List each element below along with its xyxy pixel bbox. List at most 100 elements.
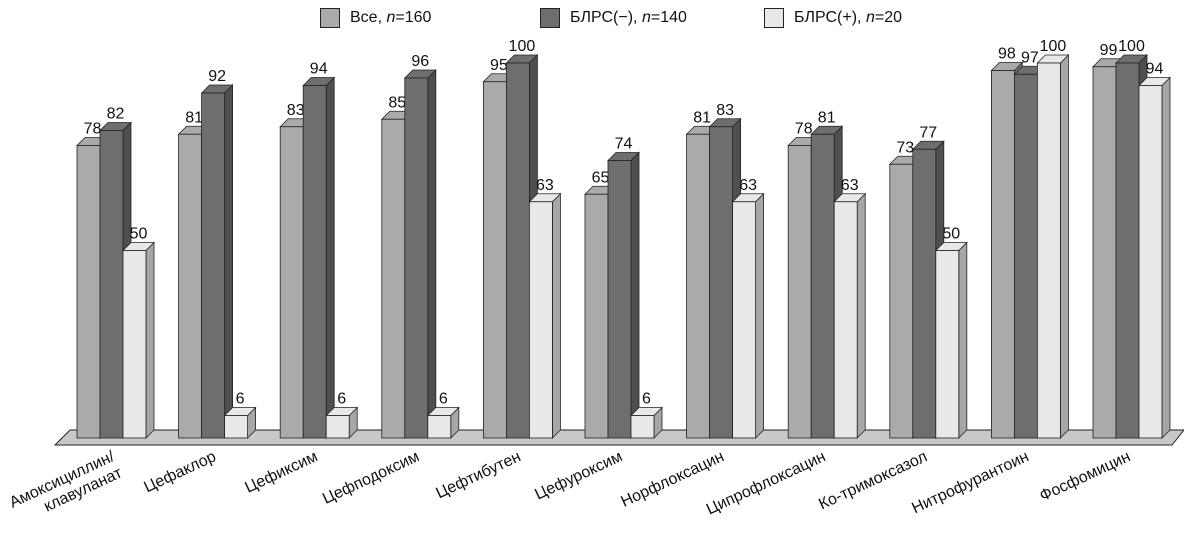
data-label: 96	[411, 53, 429, 70]
bar	[607, 160, 632, 439]
legend-label-esbl-negative-prefix: БЛРС(−),	[570, 9, 642, 26]
data-label: 63	[536, 177, 554, 194]
data-label: 85	[388, 94, 406, 111]
bar	[584, 193, 609, 439]
category-label-line: Нитрофурантоин	[909, 448, 1031, 517]
category-label-line: Цефподоксим	[320, 448, 422, 508]
data-label: 98	[998, 46, 1016, 63]
category-label-line: Цефаклор	[142, 448, 219, 496]
bar	[732, 201, 756, 439]
data-label: 6	[642, 391, 651, 408]
data-label: 94	[310, 61, 328, 78]
data-label: 65	[592, 169, 610, 186]
data-label: 6	[236, 391, 245, 408]
bar-side	[1161, 76, 1171, 439]
legend-swatch-esbl-negative	[540, 8, 560, 28]
bar	[787, 145, 812, 439]
bar	[99, 130, 124, 439]
data-label: 73	[896, 139, 914, 156]
data-label: 83	[287, 102, 305, 119]
bar	[505, 62, 530, 439]
data-label: 50	[942, 226, 960, 243]
legend-label-all-var: n	[386, 9, 396, 26]
bar-side	[427, 69, 437, 439]
bar	[529, 201, 553, 439]
data-label: 81	[818, 109, 836, 126]
legend-label-esbl-negative-suffix: =140	[650, 9, 687, 26]
bar	[1092, 66, 1117, 439]
data-label: 6	[439, 391, 448, 408]
data-label: 100	[1040, 38, 1067, 55]
bar	[991, 70, 1015, 439]
bar	[122, 250, 147, 439]
bar	[427, 415, 452, 439]
category-label: Амоксициллин/клавуланат	[7, 448, 125, 528]
bar	[1115, 62, 1140, 439]
bar-side	[1060, 54, 1069, 439]
category-label: Нитрофурантоин	[909, 448, 1031, 517]
category-label: Цефподоксим	[320, 448, 422, 508]
bar-side	[630, 151, 640, 439]
category-label-line: Цефтибутен	[433, 448, 523, 502]
data-label: 63	[739, 177, 757, 194]
legend-item-esbl-negative: БЛРС(−), n=140	[540, 8, 687, 28]
bar	[709, 126, 733, 439]
data-label: 63	[841, 177, 859, 194]
bar	[279, 126, 304, 439]
bar	[325, 415, 350, 439]
legend-item-esbl-positive: БЛРС(+), n=20	[764, 8, 902, 28]
category-label-line: Фосфомицин	[1037, 448, 1133, 505]
bar	[1014, 73, 1038, 439]
bar	[912, 148, 937, 439]
legend-label-esbl-negative-var: n	[641, 9, 651, 26]
bar	[1138, 85, 1163, 439]
category-label: Цефаклор	[142, 448, 219, 496]
bar	[302, 85, 327, 439]
data-label: 82	[107, 106, 125, 123]
data-label: 83	[716, 102, 734, 119]
data-label: 97	[1021, 49, 1039, 66]
bar	[224, 415, 249, 439]
bar	[889, 163, 914, 439]
bar	[482, 81, 507, 439]
data-label: 81	[185, 109, 203, 126]
bar	[178, 133, 203, 439]
legend-label-esbl-positive-suffix: =20	[874, 9, 902, 26]
legend-label-all-prefix: Все,	[350, 9, 387, 26]
bar	[935, 250, 960, 439]
bar	[1037, 62, 1061, 439]
bar	[630, 415, 655, 439]
data-label: 100	[1118, 38, 1145, 55]
bar	[686, 133, 710, 439]
category-label: Цефиксим	[243, 448, 321, 496]
bar-side	[145, 241, 155, 439]
legend-label-esbl-positive-prefix: БЛРС(+),	[794, 9, 866, 26]
legend-swatch-esbl-positive	[764, 8, 784, 28]
bar-side	[552, 192, 561, 439]
data-label: 77	[919, 124, 937, 141]
category-label-line: Цефуроксим	[532, 448, 625, 503]
legend-label-esbl-positive-var: n	[865, 9, 875, 26]
bar	[833, 201, 858, 439]
data-label: 95	[490, 57, 508, 74]
data-label: 78	[795, 121, 813, 138]
data-label: 81	[693, 109, 711, 126]
data-label: 99	[1100, 42, 1118, 59]
data-label: 6	[337, 391, 346, 408]
legend-item-all: Все, n=160	[320, 8, 431, 28]
data-label: 100	[509, 38, 536, 55]
bar-side	[325, 76, 335, 439]
legend-swatch-all	[320, 8, 340, 28]
data-label: 50	[130, 226, 148, 243]
bar-side	[856, 192, 866, 439]
data-label: 78	[84, 121, 102, 138]
bar-side	[755, 192, 764, 439]
legend-label-all-suffix: =160	[395, 9, 432, 26]
bar-side	[224, 84, 234, 439]
data-label: 92	[208, 68, 226, 85]
data-label: 74	[615, 136, 633, 153]
bar-side	[958, 241, 968, 439]
category-label: Цефуроксим	[532, 448, 625, 503]
data-label: 94	[1146, 61, 1164, 78]
